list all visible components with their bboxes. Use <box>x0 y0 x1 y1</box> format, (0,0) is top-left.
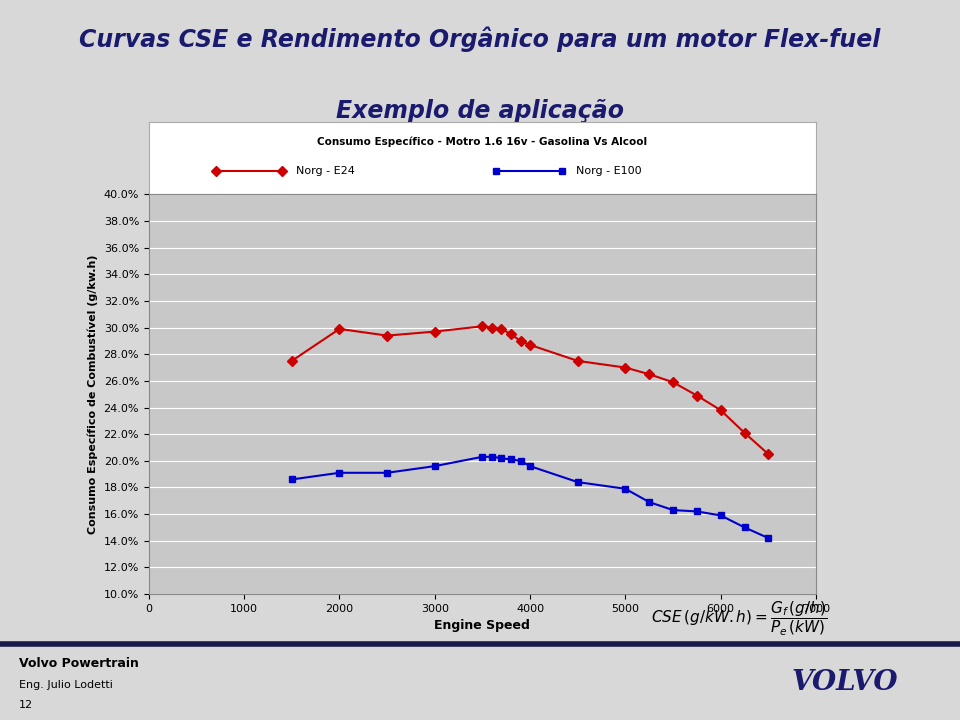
Text: 12: 12 <box>19 700 34 710</box>
Text: $CSE\,(g/kW.h) = \dfrac{G_f\,(g/h)}{P_e\,(kW)}$: $CSE\,(g/kW.h) = \dfrac{G_f\,(g/h)}{P_e\… <box>651 600 828 639</box>
Text: Exemplo de aplicação: Exemplo de aplicação <box>336 99 624 123</box>
Text: Norg - E24: Norg - E24 <box>296 166 354 176</box>
Text: Volvo Powertrain: Volvo Powertrain <box>19 657 139 670</box>
Text: Curvas CSE e Rendimento Orgânico para um motor Flex-fuel: Curvas CSE e Rendimento Orgânico para um… <box>80 27 880 53</box>
Text: Eng. Julio Lodetti: Eng. Julio Lodetti <box>19 680 113 690</box>
X-axis label: Engine Speed: Engine Speed <box>435 619 530 632</box>
Text: VOLVO: VOLVO <box>792 670 898 696</box>
Y-axis label: Consumo Específico de Combustível (g/kw.h): Consumo Específico de Combustível (g/kw.… <box>87 254 98 534</box>
Text: Norg - E100: Norg - E100 <box>576 166 641 176</box>
Text: Consumo Específico - Motro 1.6 16v - Gasolina Vs Alcool: Consumo Específico - Motro 1.6 16v - Gas… <box>318 137 647 148</box>
